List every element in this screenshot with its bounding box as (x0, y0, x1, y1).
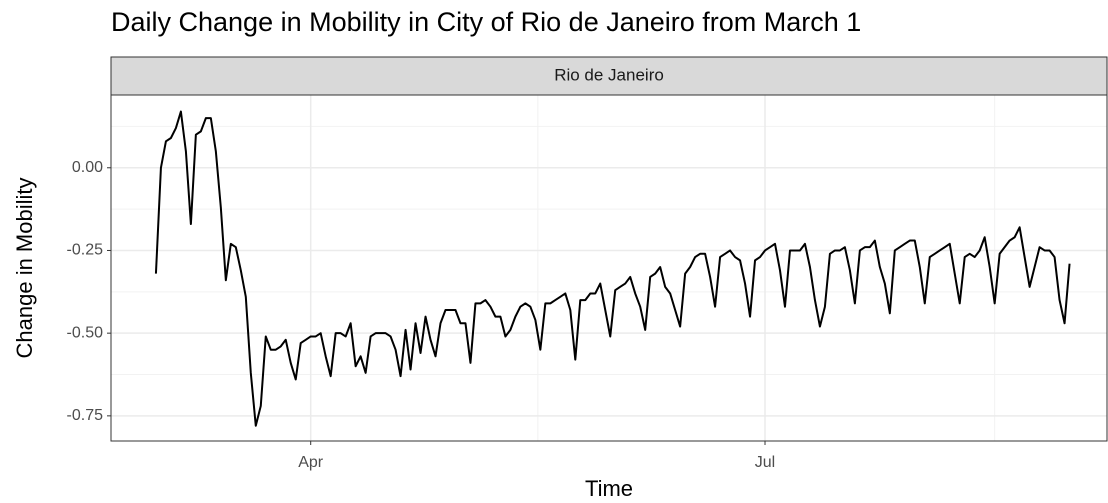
x-axis-title: Time (585, 476, 633, 501)
facet-label: Rio de Janeiro (554, 65, 664, 84)
x-tick-label: Jul (755, 454, 775, 471)
y-tick-label: -0.75 (67, 407, 104, 424)
facet-strip (110, 56, 1108, 96)
panel-border (110, 94, 1108, 442)
y-tick-label: -0.25 (67, 242, 104, 259)
x-tick-label: Apr (298, 454, 324, 471)
data-line (154, 110, 1071, 427)
chart-title: Daily Change in Mobility in City of Rio … (111, 7, 861, 37)
y-tick-label: -0.50 (67, 324, 104, 341)
y-axis-title: Change in Mobility (12, 178, 37, 359)
y-tick-label: 0.00 (72, 159, 103, 176)
